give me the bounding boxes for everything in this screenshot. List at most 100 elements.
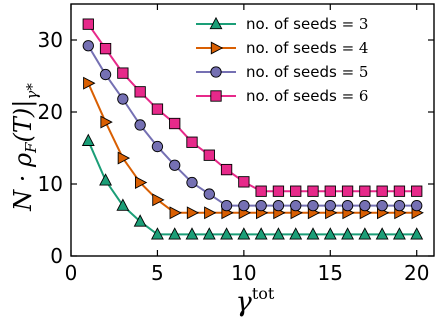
y-tick-label: 20 — [38, 100, 63, 124]
data-point — [376, 199, 388, 212]
data-point — [272, 199, 285, 212]
data-point — [168, 227, 182, 240]
data-point — [186, 136, 198, 148]
y-axis-label-t: (T)| — [9, 100, 38, 143]
data-point — [150, 227, 164, 240]
legend-label-value: = 6 — [342, 87, 369, 105]
data-point — [151, 103, 164, 115]
data-point — [202, 227, 216, 240]
data-point — [185, 227, 199, 240]
legend-marker — [210, 90, 222, 102]
data-point — [186, 176, 198, 189]
data-point — [375, 227, 389, 240]
y-axis-label: N · ρF(T)|γ* — [9, 83, 41, 212]
data-point — [341, 227, 355, 240]
legend-label-prefix: no. of seeds — [246, 15, 342, 33]
data-point — [411, 199, 423, 212]
legend-label: no. of seeds = 3 — [246, 15, 368, 33]
legend-label-value: = 3 — [342, 15, 369, 33]
data-point — [306, 227, 320, 240]
data-point — [359, 199, 371, 212]
data-point — [117, 151, 131, 165]
data-point — [82, 18, 94, 30]
data-point — [323, 227, 337, 240]
data-point — [411, 185, 423, 197]
data-point — [254, 227, 268, 240]
legend-item: no. of seeds = 4 — [196, 39, 368, 57]
data-point — [290, 199, 302, 212]
data-point — [169, 206, 182, 220]
legend-item: no. of seeds = 6 — [196, 87, 368, 105]
data-point — [341, 199, 354, 212]
data-point — [359, 185, 371, 197]
data-point — [134, 119, 146, 131]
data-point — [220, 163, 233, 176]
data-point — [134, 176, 148, 190]
series-1 — [81, 133, 424, 240]
data-point — [116, 198, 130, 211]
data-point — [186, 206, 200, 220]
data-point — [290, 185, 302, 197]
data-point — [307, 185, 319, 197]
data-point — [204, 206, 217, 220]
data-point — [271, 227, 285, 240]
legend-label-prefix: no. of seeds — [246, 87, 342, 105]
data-point — [134, 86, 146, 98]
data-point — [99, 68, 112, 81]
x-axis-label-sup: tot — [252, 284, 275, 303]
legend-label-value: = 5 — [342, 63, 369, 81]
data-point — [376, 185, 388, 197]
legend-label-prefix: no. of seeds — [246, 63, 342, 81]
y-axis-label-n: N · ρ — [9, 153, 37, 212]
data-point — [151, 140, 164, 153]
series-3 — [82, 40, 423, 212]
data-point — [82, 40, 94, 52]
data-point — [99, 42, 112, 55]
x-tick-label: 0 — [65, 261, 78, 285]
x-tick-label: 10 — [231, 261, 256, 285]
legend-marker — [210, 41, 224, 55]
data-point — [255, 185, 267, 197]
data-point — [203, 149, 215, 161]
data-point — [133, 214, 147, 227]
data-point — [393, 199, 406, 212]
data-point — [289, 227, 303, 240]
legend-label-value: = 4 — [342, 39, 369, 57]
legend: no. of seeds = 3no. of seeds = 4no. of s… — [196, 15, 368, 105]
legend-label: no. of seeds = 4 — [246, 39, 368, 57]
legend-item: no. of seeds = 5 — [196, 63, 368, 81]
x-tick-label: 20 — [404, 261, 429, 285]
data-point — [272, 185, 285, 197]
y-axis-label-sub: F — [22, 142, 40, 154]
legend-label: no. of seeds = 5 — [246, 63, 368, 81]
data-point — [237, 227, 251, 240]
data-point — [324, 199, 336, 212]
x-axis-label: γtot — [236, 284, 275, 318]
data-point — [83, 76, 96, 90]
data-point — [220, 199, 233, 212]
data-point — [238, 199, 250, 212]
data-point — [238, 176, 250, 188]
data-point — [117, 93, 129, 105]
data-point — [81, 133, 95, 146]
data-point — [393, 185, 406, 197]
plot-frame — [70, 3, 435, 257]
y-axis-label-gamma: γ* — [23, 83, 41, 100]
data-point — [152, 193, 165, 207]
y-tick-label: 30 — [38, 28, 63, 52]
data-point — [99, 173, 113, 186]
data-point — [341, 185, 354, 197]
data-point — [255, 199, 267, 212]
legend-marker — [209, 16, 223, 30]
data-point — [169, 117, 181, 130]
series-4 — [82, 18, 423, 197]
data-point — [307, 199, 319, 212]
legend-label: no. of seeds = 6 — [246, 87, 368, 105]
x-tick-label: 15 — [318, 261, 343, 285]
y-tick-label: 10 — [38, 172, 63, 196]
legend-marker — [210, 66, 222, 78]
x-tick-label: 5 — [151, 261, 164, 285]
data-point — [169, 159, 181, 171]
